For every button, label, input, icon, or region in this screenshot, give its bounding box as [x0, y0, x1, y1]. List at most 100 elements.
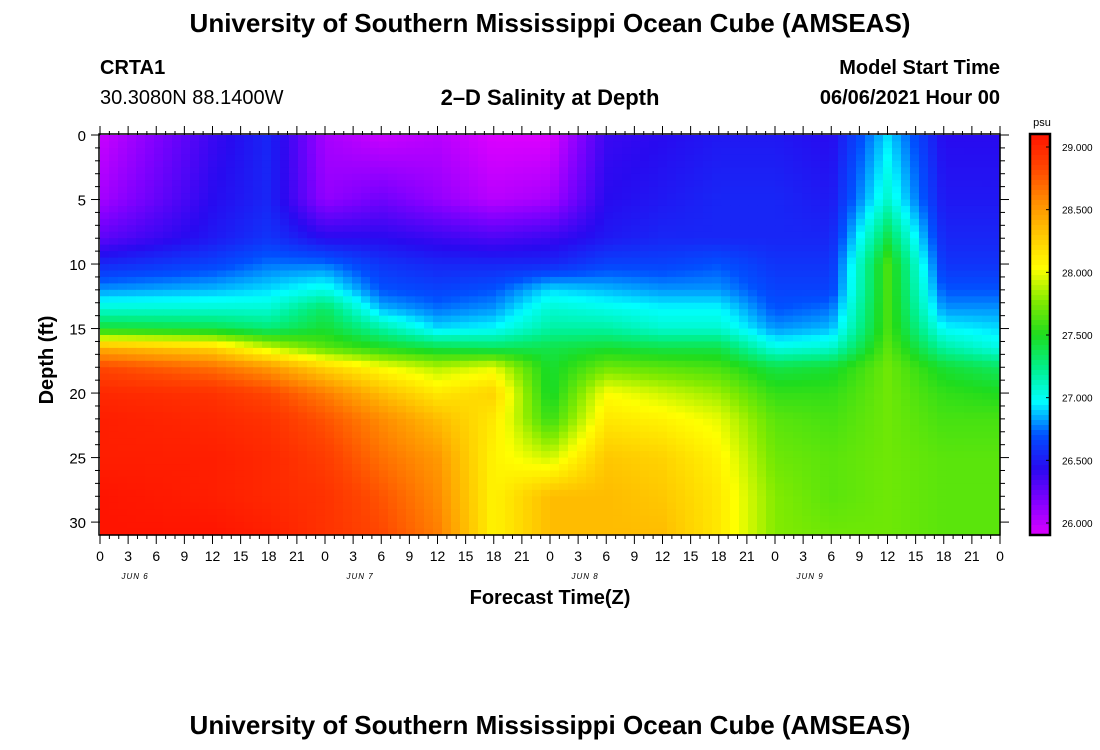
- heatmap-cell: [451, 315, 461, 323]
- heatmap-cell: [334, 315, 344, 323]
- heatmap-cell: [217, 167, 227, 175]
- heatmap-cell: [469, 425, 479, 433]
- heatmap-cell: [541, 251, 551, 259]
- heatmap-cell: [937, 322, 947, 330]
- heatmap-cell: [487, 244, 497, 252]
- heatmap-cell: [991, 199, 1001, 207]
- heatmap-cell: [190, 431, 200, 439]
- heatmap-cell: [325, 193, 335, 201]
- heatmap-cell: [163, 244, 173, 252]
- heatmap-cell: [136, 257, 146, 265]
- heatmap-cell: [685, 309, 695, 317]
- heatmap-cell: [163, 186, 173, 194]
- heatmap-cell: [280, 393, 290, 401]
- heatmap-cell: [955, 251, 965, 259]
- heatmap-cell: [811, 251, 821, 259]
- heatmap-cell: [424, 218, 434, 226]
- heatmap-cell: [397, 154, 407, 162]
- heatmap-cell: [928, 205, 938, 214]
- heatmap-cell: [766, 276, 776, 284]
- heatmap-cell: [919, 244, 929, 252]
- heatmap-cell: [658, 373, 668, 381]
- heatmap-cell: [595, 141, 605, 149]
- heatmap-cell: [955, 218, 965, 226]
- heatmap-cell: [352, 412, 362, 420]
- heatmap-cell: [595, 399, 605, 407]
- heatmap-cell: [973, 341, 983, 349]
- heatmap-cell: [757, 418, 767, 426]
- heatmap-cell: [802, 218, 812, 226]
- heatmap-cell: [370, 154, 380, 162]
- heatmap-cell: [469, 354, 479, 362]
- heatmap-cell: [847, 283, 857, 291]
- heatmap-cell: [370, 418, 380, 426]
- heatmap-cell: [559, 167, 569, 175]
- heatmap-cell: [460, 244, 470, 252]
- heatmap-cell: [460, 367, 470, 375]
- heatmap-cell: [775, 315, 785, 323]
- heatmap-cell: [910, 302, 920, 310]
- heatmap-cell: [712, 335, 722, 343]
- heatmap-cell: [577, 167, 587, 175]
- heatmap-cell: [100, 251, 110, 259]
- heatmap-cell: [181, 160, 191, 168]
- heatmap-cell: [235, 167, 245, 175]
- heatmap-cell: [532, 412, 542, 420]
- heatmap-cell: [226, 386, 236, 394]
- heatmap-cell: [136, 276, 146, 284]
- heatmap-cell: [100, 341, 110, 349]
- heatmap-cell: [343, 193, 353, 201]
- heatmap-cell: [271, 193, 281, 201]
- heatmap-cell: [775, 257, 785, 265]
- heatmap-cell: [910, 167, 920, 175]
- heatmap-cell: [892, 238, 902, 246]
- heatmap-cell: [784, 154, 794, 162]
- heatmap-cell: [127, 418, 137, 426]
- heatmap-cell: [865, 147, 875, 155]
- heatmap-cell: [361, 173, 371, 181]
- heatmap-cell: [478, 264, 488, 272]
- heatmap-cell: [766, 425, 776, 433]
- heatmap-cell: [730, 341, 740, 349]
- heatmap-cell: [487, 393, 497, 401]
- heatmap-cell: [136, 373, 146, 381]
- heatmap-cell: [154, 373, 164, 381]
- heatmap-cell: [460, 399, 470, 407]
- heatmap-cell: [406, 418, 416, 426]
- heatmap-cell: [406, 373, 416, 381]
- heatmap-cell: [406, 322, 416, 330]
- heatmap-cell: [937, 173, 947, 181]
- heatmap-cell: [496, 393, 506, 401]
- heatmap-cell: [883, 296, 893, 304]
- heatmap-cell: [118, 347, 128, 355]
- heatmap-cell: [829, 296, 839, 304]
- heatmap-cell: [640, 412, 650, 420]
- heatmap-cell: [487, 193, 497, 201]
- heatmap-cell: [235, 341, 245, 349]
- heatmap-cell: [505, 270, 515, 278]
- heatmap-cell: [181, 135, 191, 143]
- heatmap-cell: [910, 373, 920, 381]
- heatmap-cell: [487, 399, 497, 407]
- heatmap-cell: [397, 180, 407, 188]
- heatmap-cell: [415, 360, 425, 368]
- heatmap-cell: [433, 212, 443, 220]
- heatmap-cell: [820, 451, 830, 459]
- heatmap-cell: [217, 135, 227, 143]
- heatmap-cell: [478, 393, 488, 401]
- heatmap-cell: [514, 309, 524, 317]
- heatmap-cell: [838, 173, 848, 181]
- heatmap-cell: [370, 264, 380, 272]
- heatmap-cell: [343, 160, 353, 168]
- heatmap-cell: [622, 405, 632, 414]
- heatmap-cell: [550, 147, 560, 155]
- heatmap-cell: [244, 225, 254, 233]
- heatmap-cell: [874, 167, 884, 175]
- heatmap-cell: [586, 309, 596, 317]
- heatmap-cell: [334, 276, 344, 284]
- heatmap-cell: [928, 328, 938, 336]
- heatmap-cell: [775, 244, 785, 252]
- heatmap-cell: [973, 276, 983, 284]
- heatmap-cell: [352, 296, 362, 304]
- heatmap-cell: [118, 251, 128, 259]
